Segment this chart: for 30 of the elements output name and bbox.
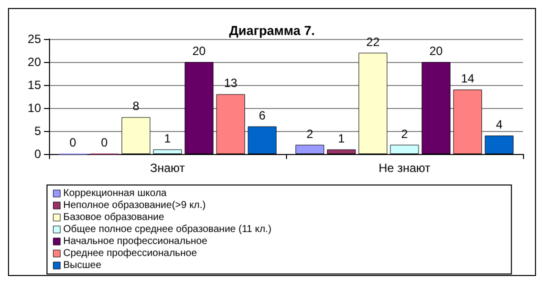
legend-label: Начальное профессиональное — [63, 236, 208, 247]
data-label: 22 — [366, 34, 380, 49]
data-label: 1 — [338, 131, 346, 146]
data-label: 13 — [224, 76, 238, 90]
data-label: 8 — [132, 99, 140, 114]
legend-label: Среднее профессиональное — [63, 248, 198, 259]
legend-label: Неполное образование(>9 кл.) — [63, 200, 206, 211]
data-label: 20 — [429, 44, 444, 58]
y-tick-label: 25 — [28, 32, 42, 46]
chart-title: Диаграмма 7. — [229, 23, 315, 38]
y-tick-label: 10 — [28, 101, 42, 115]
data-label: 0 — [101, 136, 108, 150]
legend-label: Базовое образование — [63, 212, 165, 223]
data-label: 4 — [496, 118, 503, 132]
y-tick-label: 20 — [28, 55, 42, 69]
y-tick-label: 0 — [34, 147, 42, 161]
data-label: 0 — [69, 136, 76, 150]
data-label: 2 — [306, 126, 314, 141]
x-tick-label: Не знают — [378, 161, 431, 175]
x-tick-label: Знают — [150, 161, 186, 175]
y-tick-label: 5 — [34, 124, 42, 138]
data-label: 14 — [460, 72, 475, 86]
data-label: 2 — [401, 126, 408, 141]
data-label: 20 — [192, 44, 206, 58]
y-tick-label: 15 — [28, 78, 42, 92]
legend-label: Коррекционная школа — [63, 188, 168, 199]
legend-label: Высшее — [63, 260, 102, 271]
legend-label: Общее полное среднее образование (11 кл.) — [63, 224, 272, 235]
data-label: 1 — [164, 131, 172, 146]
data-label: 6 — [258, 108, 266, 122]
